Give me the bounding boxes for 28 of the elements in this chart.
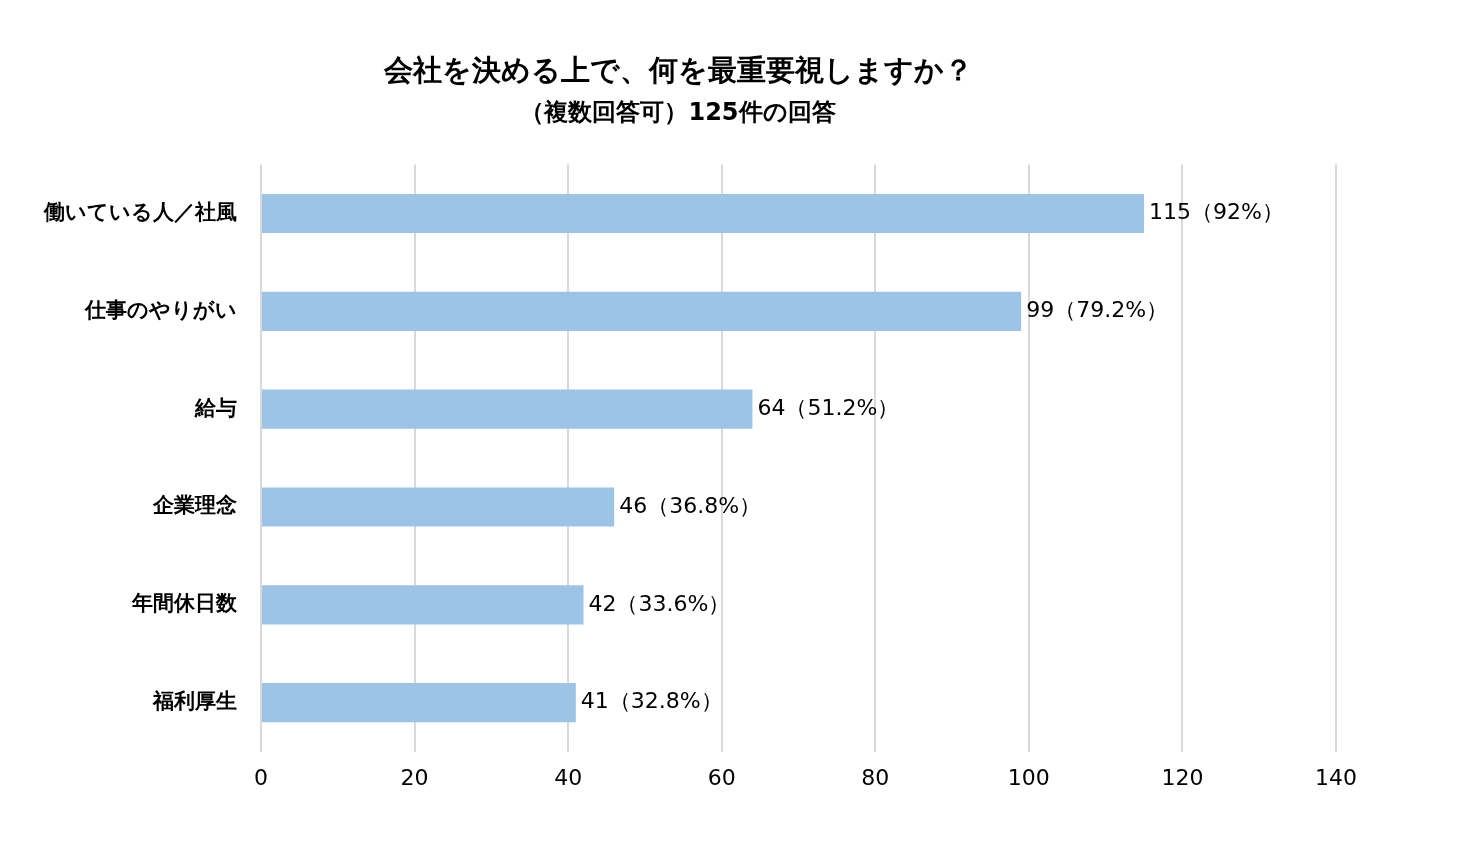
y-tick-label: 給与	[194, 395, 237, 420]
chart-subtitle: （複数回答可）125件の回答	[520, 98, 836, 127]
bar	[262, 585, 584, 625]
y-tick-label: 年間休日数	[131, 591, 238, 616]
x-tick-label: 100	[1007, 764, 1050, 790]
data-label: 115（92%）	[1149, 199, 1284, 225]
bar	[262, 389, 753, 429]
data-label: 64（51.2%）	[757, 394, 900, 420]
data-label: 46（36.8%）	[619, 492, 762, 518]
x-tick-label: 40	[554, 764, 583, 790]
data-label: 41（32.8%）	[580, 688, 723, 714]
y-tick-label: 働いている人／社風	[43, 199, 237, 224]
x-tick-label: 20	[400, 764, 429, 790]
x-tick-label: 80	[861, 764, 890, 790]
bar	[262, 193, 1145, 234]
bar	[262, 291, 1022, 331]
bar	[262, 683, 576, 723]
y-tick-label: 仕事のやりがい	[84, 297, 237, 322]
x-tick-label: 60	[707, 764, 736, 790]
chart-title: 会社を決める上で、何を最重要視しますか？	[382, 52, 973, 87]
bar	[262, 487, 615, 527]
x-tick-label: 0	[254, 764, 268, 790]
y-tick-label: 企業理念	[152, 493, 237, 518]
x-tick-label: 120	[1161, 764, 1204, 790]
x-tick-label: 140	[1315, 764, 1357, 790]
data-label: 99（79.2%）	[1026, 297, 1169, 323]
y-tick-label: 福利厚生	[152, 689, 237, 714]
data-label: 42（33.6%）	[588, 590, 731, 616]
